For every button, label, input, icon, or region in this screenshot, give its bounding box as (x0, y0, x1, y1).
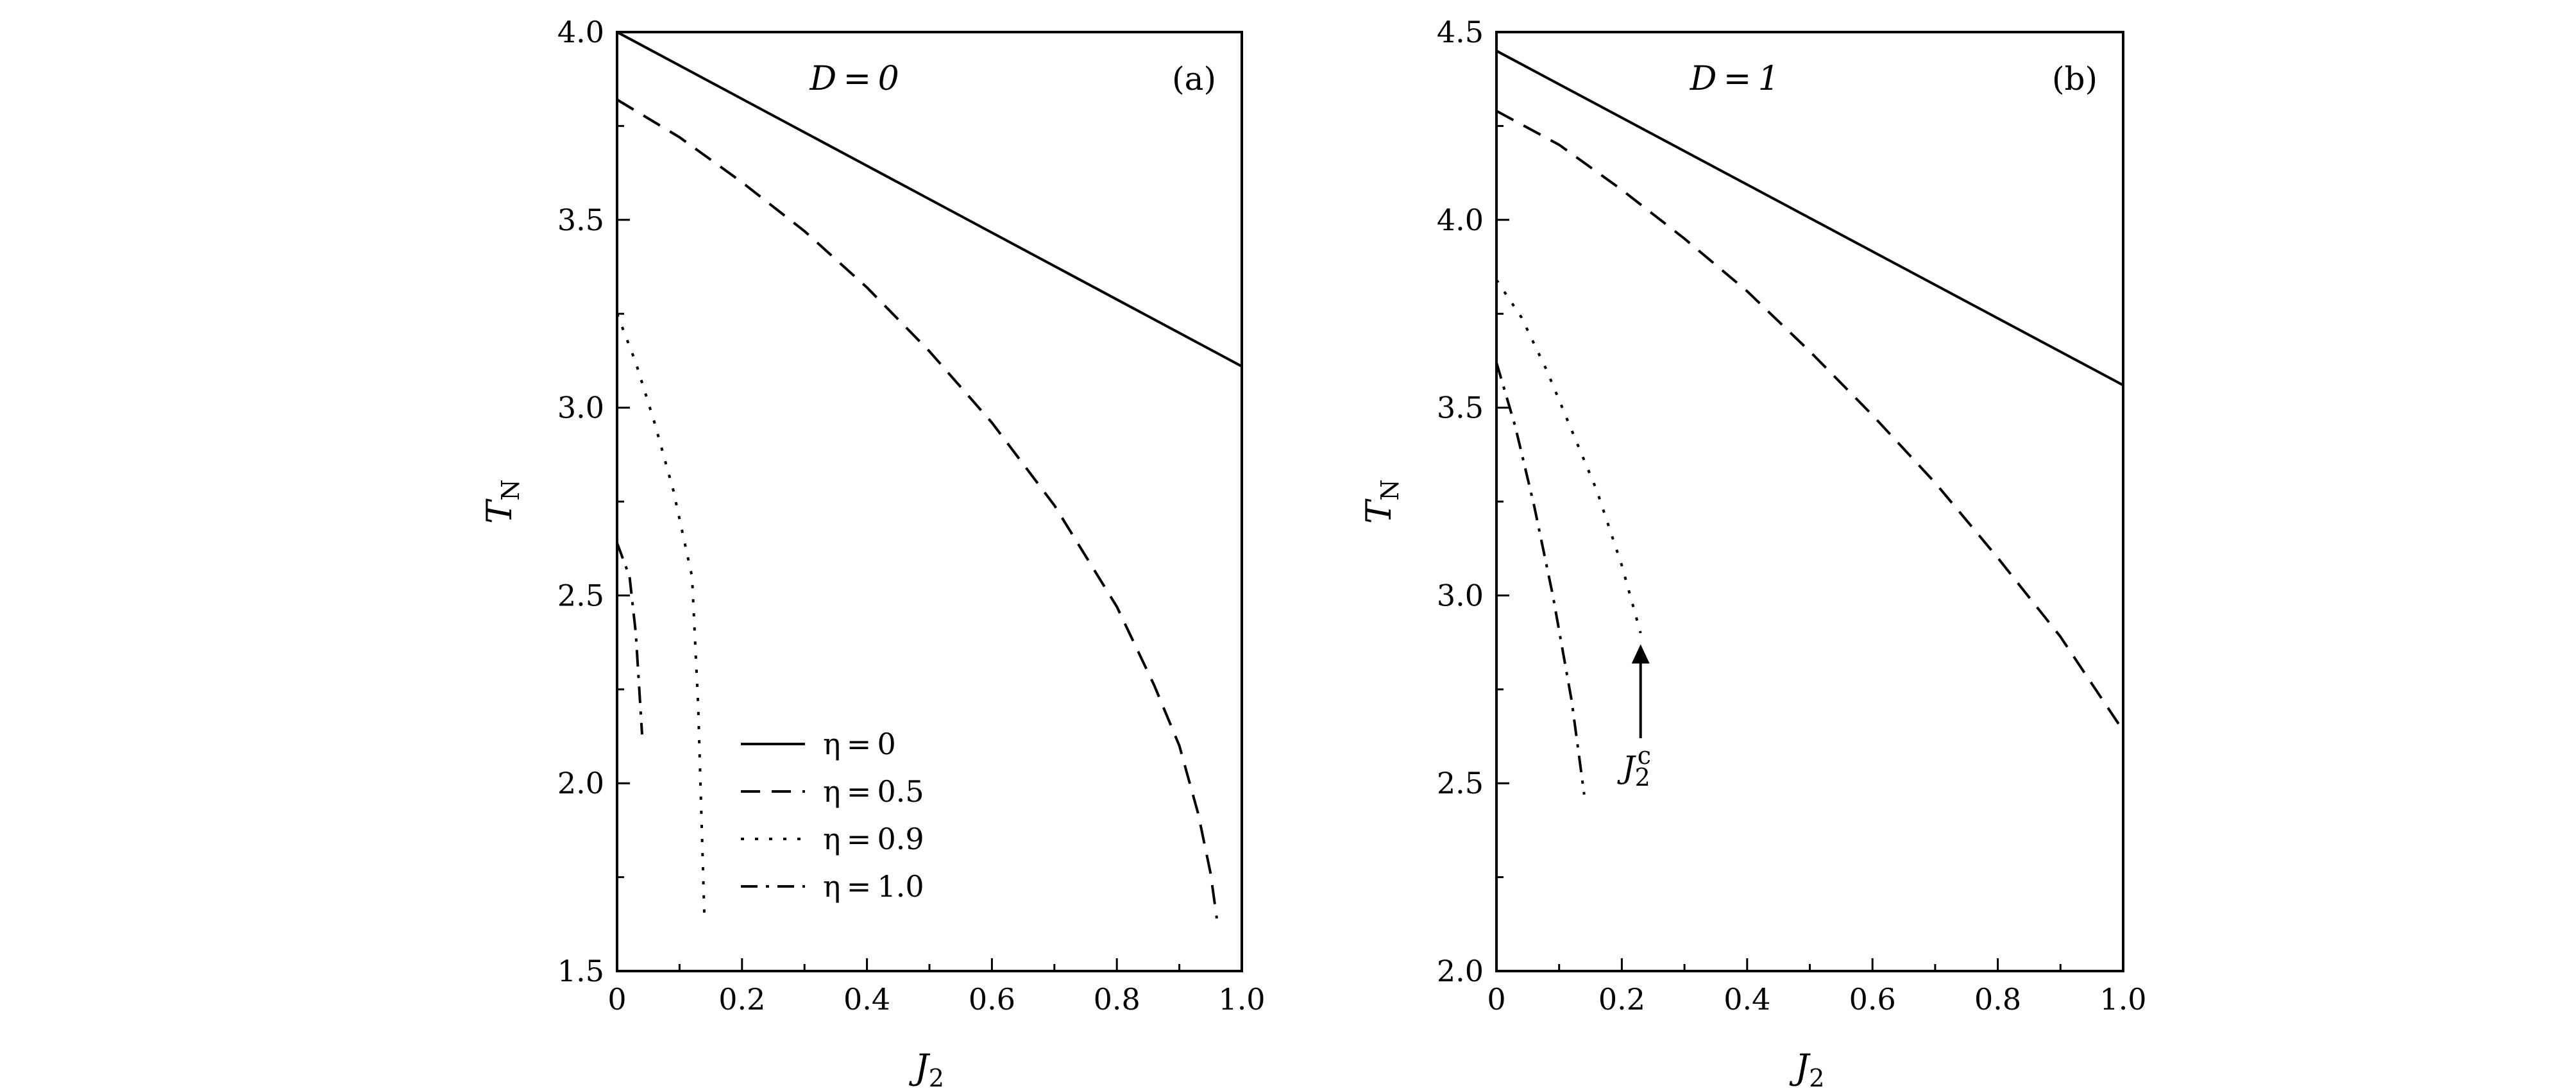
x-tick-label: 0.8 (1094, 982, 1140, 1017)
plot-frame (1495, 31, 2124, 972)
x-tick-label: 0.6 (969, 982, 1015, 1017)
legend-entry: η = 0 (823, 727, 896, 761)
y-tick-label: 2.5 (1437, 766, 1484, 800)
x-tick-label: 0.2 (718, 982, 765, 1017)
y-tick-label: 3.0 (557, 391, 604, 425)
x-tick-label: 1.0 (2099, 982, 2146, 1017)
panel-a: 0 0.2 0.4 0.6 0.8 1.0 1.5 2.0 2.5 3.0 3.5 4.0 J2 TN D … (479, 15, 1266, 1091)
series-line-dashed (1496, 110, 2124, 732)
y-tick-label: 3.0 (1437, 578, 1484, 613)
x-tick-label: 0 (1487, 982, 1505, 1017)
panel-label: (b) (2052, 60, 2097, 97)
series-line-solid (616, 31, 1242, 368)
legend-entry: η = 0.5 (823, 774, 924, 809)
series-line-dotted (616, 313, 706, 922)
series-line-dotted (1495, 279, 1642, 634)
series-line-dashdot (616, 542, 643, 735)
x-tick-label: 0.4 (843, 982, 890, 1017)
series-line-dashdot (1495, 362, 1586, 795)
panel-label: (a) (1172, 60, 1216, 97)
y-tick-label: 2.0 (1437, 954, 1484, 988)
y-tick-label: 3.5 (1437, 391, 1484, 425)
y-axis-title: TN (1359, 479, 1404, 523)
x-axis-title: J2 (908, 1047, 944, 1091)
y-tick-label: 4.5 (1437, 15, 1484, 49)
x-tick-label: 0 (607, 982, 626, 1017)
y-tick-label: 1.5 (557, 954, 604, 988)
y-tick-label: 2.5 (557, 578, 604, 613)
legend-entry: η = 1.0 (823, 869, 924, 904)
annotation-arrow-head (1631, 644, 1650, 664)
y-tick-label: 3.5 (557, 203, 604, 237)
x-tick-label: 1.0 (1218, 982, 1265, 1017)
annotation-label: J2c (1616, 741, 1651, 791)
parameter-label: D = 1 (1690, 60, 1779, 98)
y-tick-label: 2.0 (557, 766, 604, 800)
plot-frame (616, 31, 1243, 972)
series-line-solid (1496, 49, 2124, 387)
x-tick-label: 0.8 (1974, 982, 2021, 1017)
panel-b: 0 0.2 0.4 0.6 0.8 1.0 2.0 2.5 3.0 3.5 4.0 4.5 J2 TN D … (1359, 15, 2147, 1091)
y-axis-title: TN (479, 479, 525, 523)
x-tick-label: 0.4 (1724, 982, 1770, 1017)
x-tick-label: 0.6 (1849, 982, 1896, 1017)
parameter-label: D = 0 (809, 60, 899, 98)
y-tick-label: 4.0 (557, 15, 604, 49)
y-tick-label: 4.0 (1437, 203, 1484, 237)
series-line-dashed (616, 98, 1218, 919)
legend-entry: η = 0.9 (823, 822, 924, 856)
legend: η = 0 η = 0.5 η = 0.9 η = 1.0 (741, 727, 924, 904)
x-axis-title: J2 (1789, 1047, 1825, 1091)
x-tick-label: 0.2 (1598, 982, 1645, 1017)
